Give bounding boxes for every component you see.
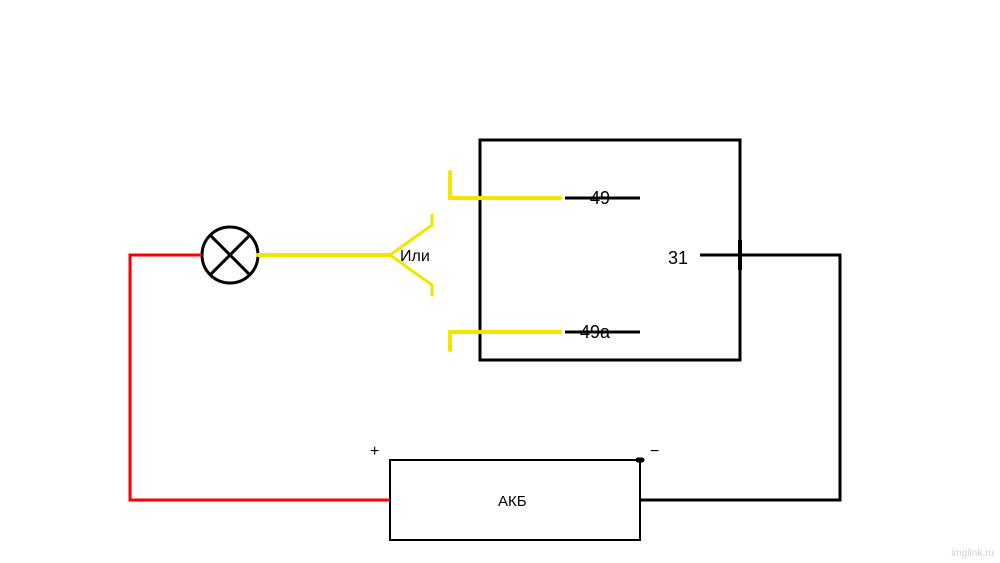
label-or: Или (400, 248, 430, 266)
label-plus: + (370, 443, 379, 461)
label-49a: 49a (580, 322, 610, 343)
watermark-text: imglink.ru (951, 548, 994, 559)
label-31: 31 (668, 248, 688, 269)
circuit-svg (0, 0, 1000, 563)
label-49: 49 (590, 188, 610, 209)
label-minus: − (650, 443, 659, 461)
label-akb: АКБ (498, 493, 527, 510)
